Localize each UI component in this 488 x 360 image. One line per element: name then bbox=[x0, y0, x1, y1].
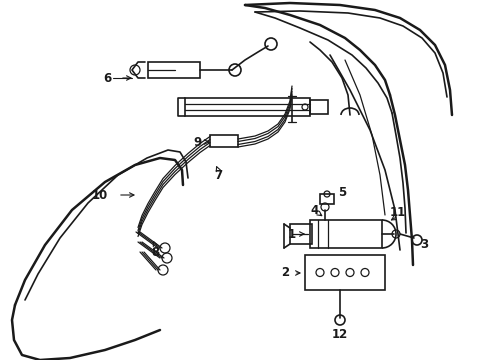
Bar bbox=[184, 98, 309, 116]
Text: 2: 2 bbox=[281, 266, 288, 279]
Text: 11: 11 bbox=[389, 206, 406, 219]
Text: 9: 9 bbox=[193, 135, 202, 149]
Bar bbox=[209, 135, 238, 147]
Text: 8: 8 bbox=[151, 246, 159, 258]
Text: 3: 3 bbox=[419, 238, 427, 251]
Bar bbox=[289, 224, 311, 244]
Text: 7: 7 bbox=[214, 168, 222, 181]
Text: 10: 10 bbox=[92, 189, 108, 202]
Text: 4: 4 bbox=[310, 203, 319, 216]
Text: 12: 12 bbox=[331, 328, 347, 342]
Bar bbox=[309, 220, 381, 248]
Bar bbox=[309, 100, 327, 114]
Text: 1: 1 bbox=[287, 228, 295, 240]
Bar bbox=[319, 194, 333, 204]
Bar bbox=[148, 62, 200, 78]
Text: 5: 5 bbox=[337, 185, 346, 198]
Text: 6: 6 bbox=[102, 72, 111, 85]
Bar bbox=[305, 255, 384, 290]
